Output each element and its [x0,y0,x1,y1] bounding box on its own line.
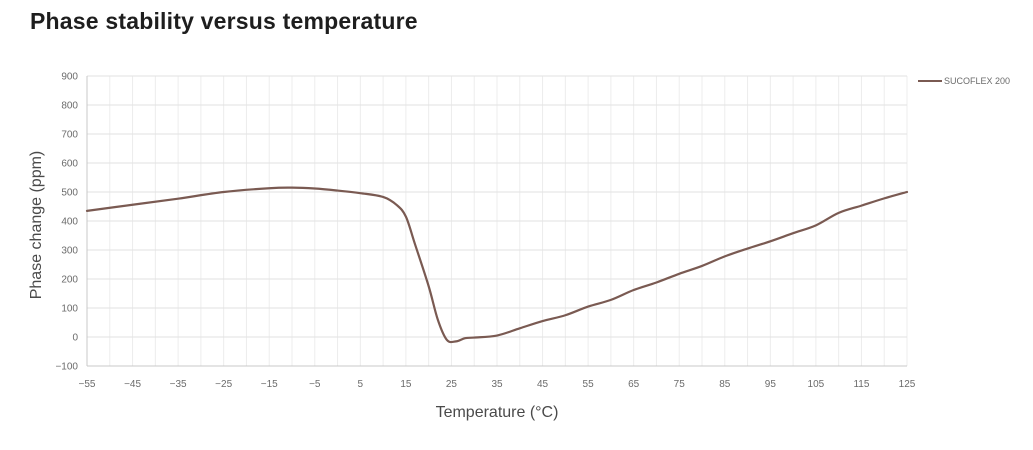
series-layer [85,186,909,344]
y-tick-label: 800 [61,101,78,112]
y-tick-label: 0 [72,333,78,344]
x-tick-label: −55 [79,379,96,390]
x-tick-label: −25 [215,379,232,390]
x-tick-label: 85 [719,379,731,390]
x-tick-label: 55 [583,379,595,390]
y-tick-label: 400 [61,217,78,228]
chart-title: Phase stability versus temperature [30,8,418,34]
x-tick-label: 65 [628,379,640,390]
x-tick-label: −5 [309,379,321,390]
y-tick-label: 200 [61,275,78,286]
series-line [85,186,909,344]
x-tick-label: 5 [358,379,364,390]
x-tick-label: 35 [491,379,503,390]
y-tick-label: −100 [55,362,78,373]
y-tick-label: 500 [61,188,78,199]
y-tick-label: 600 [61,159,78,170]
y-axis-title: Phase change (ppm) [28,151,45,300]
x-tick-label: 25 [446,379,458,390]
x-tick-label: 75 [674,379,686,390]
x-tick-label: 125 [899,379,916,390]
x-tick-label: 105 [808,379,825,390]
legend-label: SUCOFLEX 200 [944,76,1010,86]
grid-layer [86,75,908,367]
legend: SUCOFLEX 200 [918,76,1010,86]
x-axis-title: Temperature (°C) [436,404,559,421]
x-tick-label: −15 [261,379,278,390]
y-tick-label: 700 [61,130,78,141]
x-tick-label: 45 [537,379,549,390]
x-tick-label: −45 [124,379,141,390]
y-tick-label: 100 [61,304,78,315]
x-tick-label: 95 [765,379,777,390]
x-tick-label: 115 [853,379,869,390]
y-tick-label: 300 [61,246,78,257]
x-tick-label: 15 [400,379,412,390]
y-tick-label: 900 [61,72,78,83]
x-tick-label: −35 [170,379,187,390]
